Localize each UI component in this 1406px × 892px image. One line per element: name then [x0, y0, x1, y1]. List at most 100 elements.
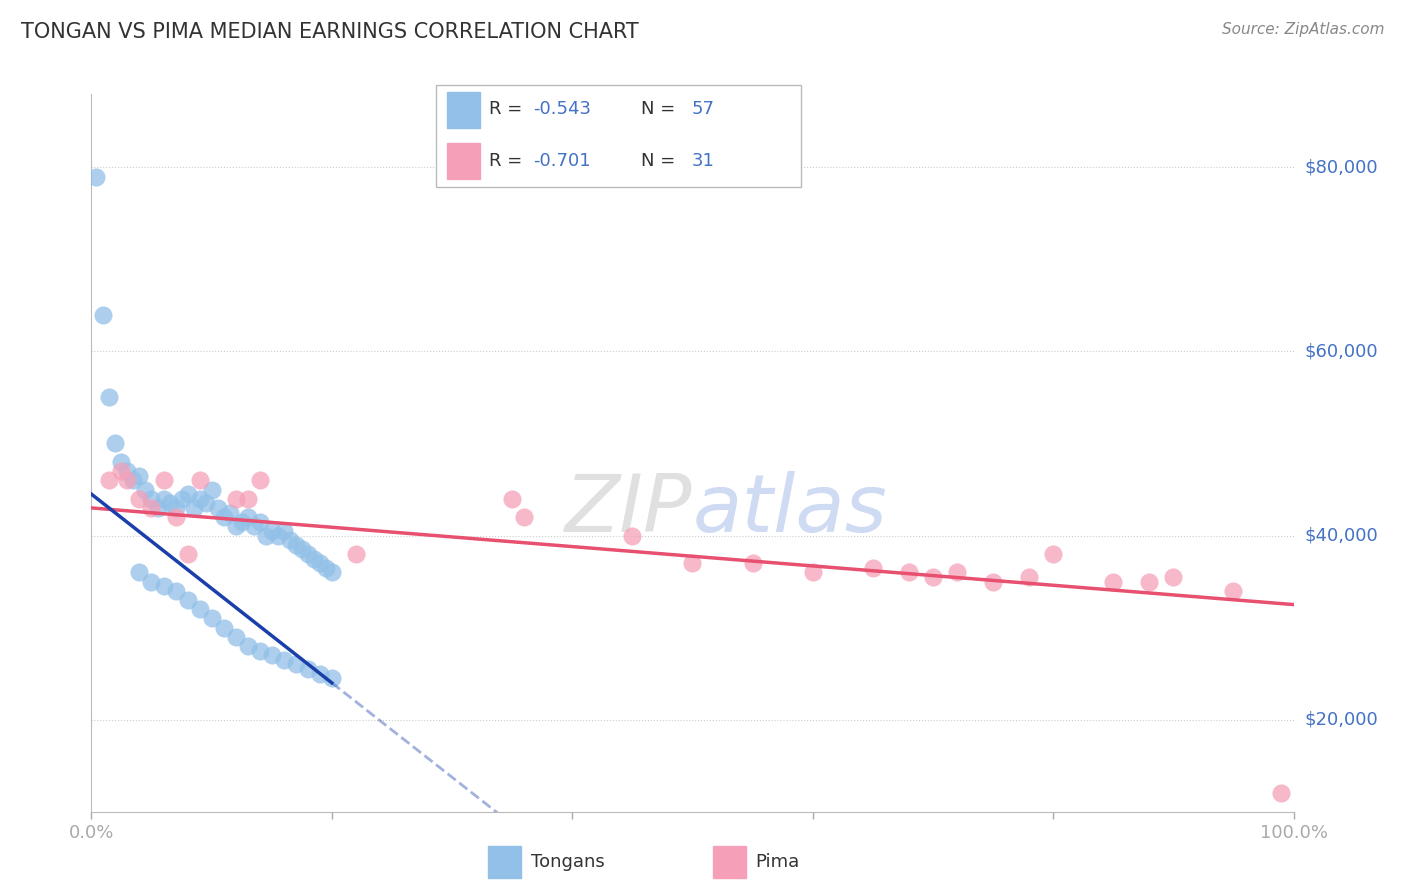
Text: $80,000: $80,000 [1305, 158, 1378, 177]
Text: $60,000: $60,000 [1305, 343, 1378, 360]
Point [141, 574, 163, 589]
Text: R =: R = [489, 101, 527, 119]
Point [152, 491, 174, 506]
Point [1018, 570, 1040, 584]
Point [231, 515, 253, 529]
Point [1102, 574, 1125, 589]
Text: atlas: atlas [692, 471, 887, 549]
Point [981, 574, 1004, 589]
Point [152, 473, 174, 487]
Point [104, 436, 127, 450]
Point [267, 528, 290, 542]
Point [321, 671, 343, 685]
Point [897, 566, 920, 580]
Point [225, 491, 247, 506]
Point [946, 566, 969, 580]
Text: Source: ZipAtlas.com: Source: ZipAtlas.com [1222, 22, 1385, 37]
Bar [713, 847, 747, 878]
Point [1137, 574, 1160, 589]
Point [1042, 547, 1064, 561]
Point [176, 593, 198, 607]
Point [165, 500, 187, 515]
Point [260, 524, 283, 538]
Point [200, 611, 222, 625]
Point [207, 500, 229, 515]
Point [117, 473, 139, 487]
Text: ZIP: ZIP [565, 471, 692, 549]
Text: -0.543: -0.543 [533, 101, 591, 119]
Point [284, 538, 307, 552]
Point [308, 666, 330, 681]
Point [159, 496, 181, 510]
Point [273, 524, 295, 538]
Text: Tongans: Tongans [531, 853, 605, 871]
Point [152, 579, 174, 593]
Point [141, 500, 163, 515]
Point [501, 491, 523, 506]
Point [141, 491, 163, 506]
Point [236, 639, 259, 653]
Point [134, 483, 156, 497]
Point [922, 570, 945, 584]
Point [1222, 583, 1244, 598]
Point [225, 519, 247, 533]
Point [98, 473, 121, 487]
Text: N =: N = [641, 101, 681, 119]
Point [1161, 570, 1184, 584]
Point [344, 547, 367, 561]
Text: $40,000: $40,000 [1305, 526, 1378, 544]
Point [128, 468, 150, 483]
Point [236, 510, 259, 524]
Point [188, 602, 211, 616]
Text: TONGAN VS PIMA MEDIAN EARNINGS CORRELATION CHART: TONGAN VS PIMA MEDIAN EARNINGS CORRELATI… [21, 22, 638, 42]
Point [308, 556, 330, 570]
Point [681, 556, 703, 570]
Text: 31: 31 [692, 152, 714, 169]
Point [128, 491, 150, 506]
Point [183, 500, 205, 515]
Point [315, 561, 337, 575]
Point [176, 487, 198, 501]
Point [110, 455, 132, 469]
Point [621, 528, 644, 542]
Point [200, 483, 222, 497]
Point [801, 566, 824, 580]
Point [188, 473, 211, 487]
Text: N =: N = [641, 152, 681, 169]
Text: 57: 57 [692, 101, 714, 119]
Point [273, 653, 295, 667]
Point [212, 621, 235, 635]
Point [93, 308, 115, 322]
Point [249, 515, 271, 529]
Bar [488, 847, 522, 878]
Point [291, 542, 314, 557]
Point [225, 630, 247, 644]
Point [862, 561, 884, 575]
Point [741, 556, 763, 570]
Point [128, 566, 150, 580]
Point [188, 491, 211, 506]
Point [117, 464, 139, 478]
Point [146, 500, 169, 515]
Point [302, 551, 325, 566]
Point [176, 547, 198, 561]
Text: $20,000: $20,000 [1305, 711, 1378, 729]
Point [321, 566, 343, 580]
Point [122, 473, 145, 487]
Point [242, 519, 264, 533]
Point [297, 662, 319, 676]
Point [212, 510, 235, 524]
Point [254, 528, 277, 542]
Point [1270, 786, 1292, 800]
Point [110, 464, 132, 478]
Point [194, 496, 217, 510]
Point [278, 533, 301, 548]
Point [236, 491, 259, 506]
Point [218, 506, 240, 520]
Text: R =: R = [489, 152, 527, 169]
FancyBboxPatch shape [436, 85, 801, 187]
Point [297, 547, 319, 561]
Point [165, 510, 187, 524]
Point [98, 391, 121, 405]
Bar [447, 92, 479, 128]
